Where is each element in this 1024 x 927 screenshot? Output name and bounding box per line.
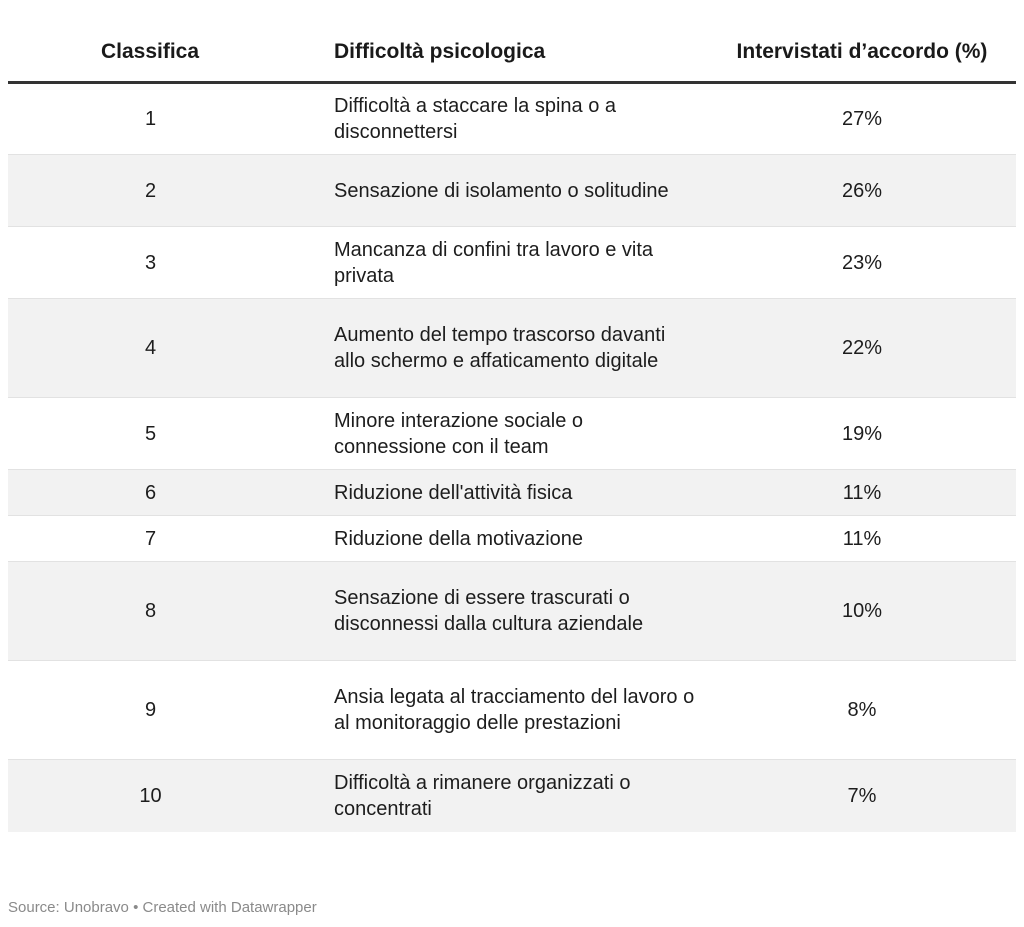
difficulty-cell: Minore interazione sociale o connessione… bbox=[310, 397, 708, 470]
percent-cell: 8% bbox=[708, 660, 1016, 760]
table-header: Classifica Difficoltà psicologica Interv… bbox=[8, 38, 1016, 84]
rank-cell: 10 bbox=[8, 759, 310, 832]
rank-cell: 7 bbox=[8, 515, 310, 562]
difficulty-cell: Sensazione di isolamento o solitudine bbox=[310, 154, 708, 227]
difficulty-cell: Difficoltà a rimanere organizzati o conc… bbox=[310, 759, 708, 832]
difficulty-cell: Difficoltà a staccare la spina o a disco… bbox=[310, 82, 708, 155]
table-row: 2 Sensazione di isolamento o solitudine 26… bbox=[8, 154, 1016, 227]
difficulty-table: Classifica Difficoltà psicologica Interv… bbox=[8, 38, 1016, 832]
percent-cell: 22% bbox=[708, 298, 1016, 398]
percent-cell: 11% bbox=[708, 515, 1016, 562]
source-note: Source: Unobravo • Created with Datawrap… bbox=[8, 899, 317, 916]
rank-cell: 8 bbox=[8, 561, 310, 661]
table-row: 6 Riduzione dell'attività fisica 11% bbox=[8, 469, 1016, 516]
table-row: 8 Sensazione di essere trascurati o disco… bbox=[8, 561, 1016, 661]
percent-cell: 11% bbox=[708, 469, 1016, 516]
table-body: 1 Difficoltà a staccare la spina o a disc… bbox=[8, 82, 1016, 832]
percent-cell: 23% bbox=[708, 226, 1016, 299]
header-difficulty: Difficoltà psicologica bbox=[310, 38, 708, 84]
rank-cell: 1 bbox=[8, 82, 310, 155]
rank-cell: 9 bbox=[8, 660, 310, 760]
difficulty-cell: Riduzione della motivazione bbox=[310, 515, 708, 562]
percent-cell: 19% bbox=[708, 397, 1016, 470]
table-row: 10 Difficoltà a rimanere organizzati o co… bbox=[8, 759, 1016, 832]
table-row: 7 Riduzione della motivazione 11% bbox=[8, 515, 1016, 562]
table-row: 9 Ansia legata al tracciamento del lavoro… bbox=[8, 660, 1016, 760]
percent-cell: 10% bbox=[708, 561, 1016, 661]
rank-cell: 3 bbox=[8, 226, 310, 299]
difficulty-cell: Ansia legata al tracciamento del lavoro … bbox=[310, 660, 708, 760]
difficulty-cell: Aumento del tempo trascorso davanti allo… bbox=[310, 298, 708, 398]
percent-cell: 26% bbox=[708, 154, 1016, 227]
table-row: 3 Mancanza di confini tra lavoro e vita p… bbox=[8, 226, 1016, 299]
header-percent: Intervistati d’accordo (%) bbox=[708, 38, 1016, 84]
rank-cell: 4 bbox=[8, 298, 310, 398]
rank-cell: 6 bbox=[8, 469, 310, 516]
header-rank: Classifica bbox=[8, 38, 310, 84]
table-row: 5 Minore interazione sociale o connession… bbox=[8, 397, 1016, 470]
rank-cell: 2 bbox=[8, 154, 310, 227]
difficulty-cell: Mancanza di confini tra lavoro e vita pr… bbox=[310, 226, 708, 299]
difficulty-cell: Riduzione dell'attività fisica bbox=[310, 469, 708, 516]
difficulty-cell: Sensazione di essere trascurati o discon… bbox=[310, 561, 708, 661]
percent-cell: 27% bbox=[708, 82, 1016, 155]
percent-cell: 7% bbox=[708, 759, 1016, 832]
table-row: 1 Difficoltà a staccare la spina o a disc… bbox=[8, 82, 1016, 155]
rank-cell: 5 bbox=[8, 397, 310, 470]
table-row: 4 Aumento del tempo trascorso davanti all… bbox=[8, 298, 1016, 398]
header-row: Classifica Difficoltà psicologica Interv… bbox=[8, 38, 1016, 84]
